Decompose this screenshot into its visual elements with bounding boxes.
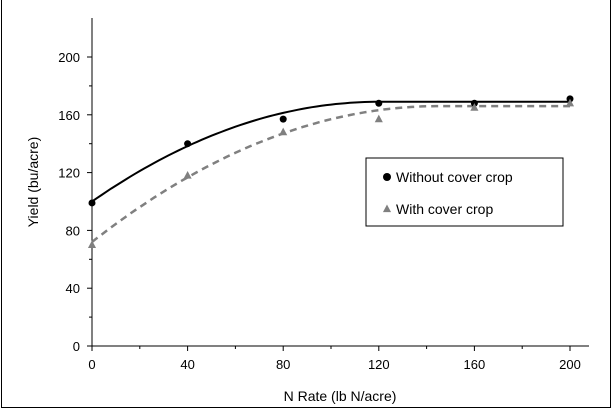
y-tick-label: 0 — [73, 339, 80, 354]
legend-item-without-cover-crop: Without cover crop — [383, 169, 513, 185]
x-tick-label: 200 — [559, 357, 581, 372]
data-point-with-cover-crop — [183, 170, 192, 179]
data-point-with-cover-crop — [470, 103, 479, 111]
x-tick-label: 120 — [368, 357, 390, 372]
data-point-without-cover-crop — [279, 115, 287, 123]
y-axis-label: Yield (bu/acre) — [25, 137, 41, 228]
y-tick-label: 160 — [58, 108, 80, 123]
data-point-with-cover-crop — [279, 127, 288, 136]
fit-curve-with-cover-crop — [91, 104, 570, 243]
data-point-without-cover-crop — [375, 99, 383, 107]
data-point-without-cover-crop — [184, 140, 192, 148]
data-point-with-cover-crop — [374, 114, 383, 123]
ticks: 0 40 80 120 160 200 0 40 80 120 160 200 — [58, 50, 581, 372]
x-tick-label: 160 — [464, 357, 486, 372]
y-tick-label: 80 — [66, 223, 80, 238]
fit-curve-without-cover-crop — [91, 100, 570, 203]
legend-box — [365, 157, 564, 227]
x-tick-label: 40 — [180, 357, 194, 372]
y-tick-label: 120 — [58, 166, 80, 181]
legend-label-with-cover-crop: With cover crop — [396, 201, 493, 217]
y-tick-label: 200 — [58, 50, 80, 65]
y-tick-label: 40 — [66, 281, 80, 296]
x-axis-label: N Rate (lb N/acre) — [284, 388, 397, 404]
data-point-without-cover-crop — [88, 199, 96, 207]
x-tick-label: 0 — [88, 357, 95, 372]
fit-curves — [91, 100, 570, 243]
axes — [91, 18, 589, 347]
data-point-with-cover-crop — [87, 240, 97, 248]
legend-marker-circle — [383, 173, 391, 181]
data-point-with-cover-crop — [565, 98, 575, 107]
x-tick-label: 80 — [276, 357, 290, 372]
legend: Without cover crop With cover crop — [365, 157, 564, 227]
data-points — [87, 95, 575, 248]
legend-label-without-cover-crop: Without cover crop — [396, 169, 513, 185]
legend-item-with-cover-crop: With cover crop — [382, 201, 493, 217]
legend-marker-triangle — [382, 204, 392, 213]
